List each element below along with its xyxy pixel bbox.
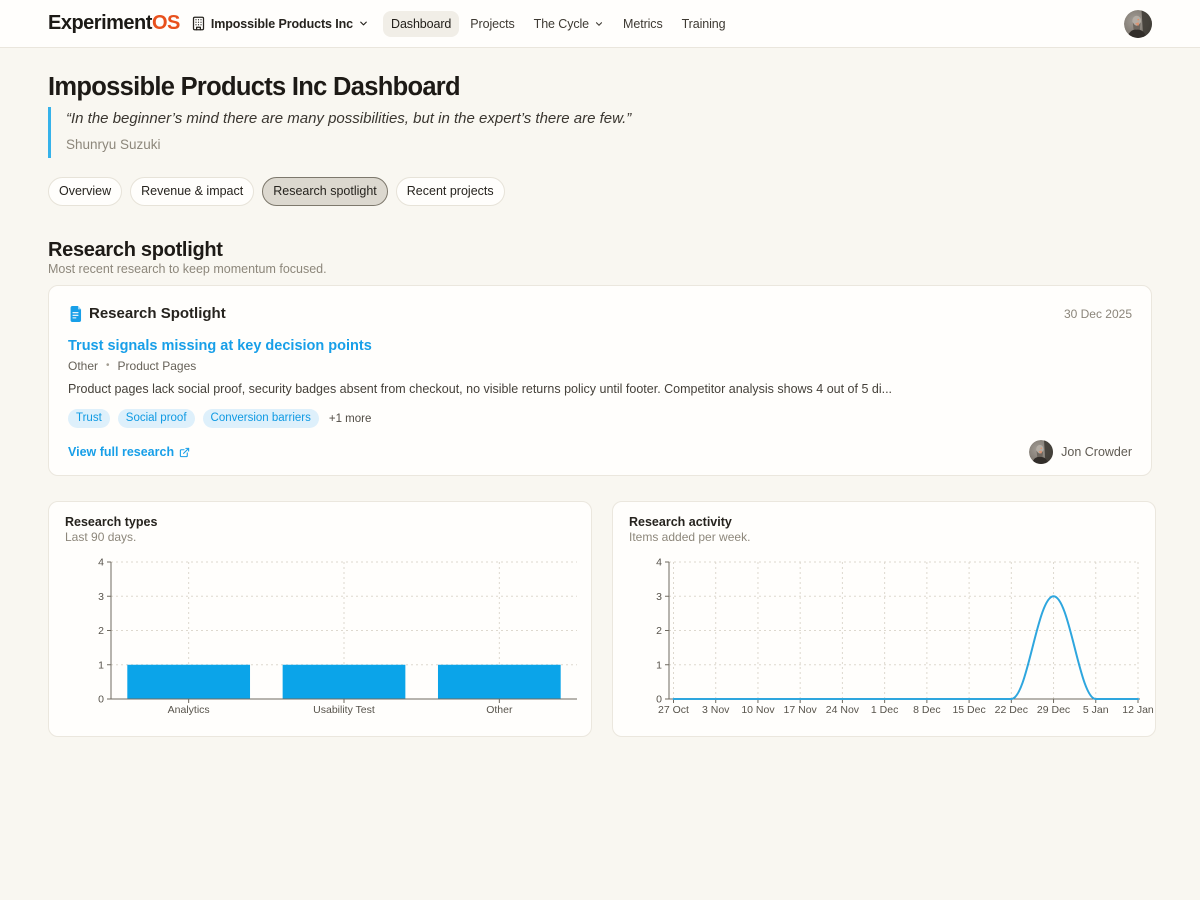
- nav-item-training[interactable]: Training: [674, 11, 734, 37]
- main-nav: Dashboard Projects The Cycle Metrics Trainin…: [383, 10, 734, 37]
- finding-description: Product pages lack social proof, securit…: [68, 382, 893, 396]
- section-header: Research spotlight Most recent research …: [48, 239, 1152, 276]
- nav-item-label: Projects: [470, 16, 515, 31]
- tab-pill-revenue-impact[interactable]: Revenue & impact: [130, 177, 255, 206]
- research-activity-chart-title: Research activity: [629, 515, 732, 529]
- x-axis-label: 17 Nov: [784, 704, 818, 716]
- spotlight-card-title: Research Spotlight: [89, 305, 226, 322]
- x-axis-label: 15 Dec: [952, 704, 985, 716]
- org-name: Impossible Products Inc: [210, 16, 354, 31]
- finding-source: Product Pages: [117, 359, 197, 373]
- quote-block: “In the beginner’s mind there are many p…: [48, 107, 1152, 158]
- view-full-research-link[interactable]: View full research: [68, 445, 190, 459]
- x-axis-label: 27 Oct: [658, 704, 689, 716]
- x-axis-label: 29 Dec: [1037, 704, 1070, 716]
- y-axis-label: 2: [656, 625, 662, 637]
- y-axis-label: 3: [656, 591, 662, 603]
- research-activity-chart-card: Research activity Items added per week. …: [612, 501, 1156, 737]
- research-types-bar-chart: Analytics Usability Test Other 0 1 2 3 4: [98, 557, 577, 716]
- y-axis-label: 4: [656, 557, 662, 569]
- nav-item-dashboard[interactable]: Dashboard: [383, 10, 460, 37]
- y-axis-label: 4: [98, 557, 104, 569]
- dashboard-page: Impossible Products Inc Dashboard “In th…: [0, 74, 1200, 737]
- user-avatar[interactable]: [1124, 9, 1152, 38]
- tag-pill: Social proof: [117, 409, 195, 428]
- avatar-photo: [1029, 440, 1054, 464]
- x-axis-label: Other: [486, 704, 513, 716]
- nav-item-the-cycle[interactable]: The Cycle: [526, 11, 612, 37]
- building-icon: [192, 16, 204, 31]
- external-link-icon: [179, 447, 190, 457]
- author-byline: Jon Crowder: [1029, 440, 1132, 464]
- y-axis-label: 1: [98, 659, 104, 671]
- meta-separator-dot: •: [106, 360, 110, 371]
- x-axis-label: 10 Nov: [741, 704, 775, 716]
- tag-pill: Trust: [68, 409, 110, 428]
- y-axis-label: 0: [98, 694, 104, 706]
- y-axis-label: 3: [98, 591, 104, 603]
- x-axis-label: Analytics: [168, 704, 210, 716]
- chevron-down-icon: [360, 21, 367, 26]
- charts-row: Research types Last 90 days. Analytics Us…: [48, 501, 1156, 737]
- spotlight-card-header: Research Spotlight 30 Dec 2025: [68, 306, 1132, 322]
- org-switcher[interactable]: Impossible Products Inc: [191, 16, 369, 31]
- research-types-chart-title: Research types: [65, 515, 158, 529]
- bar-other: [437, 664, 561, 699]
- more-tags-label: +1 more: [328, 412, 372, 425]
- section-tabs: Overview Revenue & impact Research spotlig…: [48, 177, 1152, 206]
- quote-text: “In the beginner’s mind there are many p…: [66, 110, 632, 127]
- finding-meta: Other • Product Pages: [68, 360, 1132, 372]
- x-axis-label: 24 Nov: [826, 704, 860, 716]
- y-axis-label: 2: [98, 625, 104, 637]
- y-axis-label: 0: [656, 694, 662, 706]
- avatar-photo: [1124, 9, 1152, 38]
- x-axis-label: Usability Test: [313, 704, 375, 716]
- app-logo-text: Experiment: [48, 12, 152, 34]
- x-axis-label: 3 Nov: [702, 704, 730, 716]
- nav-item-metrics[interactable]: Metrics: [615, 11, 671, 37]
- spotlight-date: 30 Dec 2025: [1063, 307, 1132, 321]
- chevron-down-icon: [595, 21, 603, 26]
- activity-line: [672, 595, 1139, 700]
- research-types-chart-card: Research types Last 90 days. Analytics Us…: [48, 501, 592, 737]
- x-axis-label: 8 Dec: [913, 704, 940, 716]
- file-text-icon: [70, 306, 82, 322]
- y-axis-label: 1: [656, 659, 662, 671]
- section-subtitle: Most recent research to keep momentum fo…: [48, 262, 327, 276]
- bar-analytics: [127, 664, 251, 699]
- tag-pill: Conversion barriers: [202, 409, 319, 428]
- finding-title-link[interactable]: Trust signals missing at key decision po…: [68, 338, 372, 354]
- x-axis-label: 1 Dec: [871, 704, 898, 716]
- nav-item-projects[interactable]: Projects: [462, 11, 522, 37]
- tab-pill-research-spotlight[interactable]: Research spotlight: [262, 177, 388, 206]
- nav-item-label: Dashboard: [391, 16, 452, 31]
- x-axis-label: 12 Jan: [1122, 704, 1154, 716]
- spotlight-card-footer: View full research Jon Crowder: [68, 440, 1132, 464]
- research-activity-line-chart: 27 Oct 3 Nov 10 Nov 17 Nov 24 Nov 1 Dec 8 Dec 1…: [656, 557, 1154, 717]
- x-axis-label: 5 Jan: [1083, 704, 1109, 716]
- tab-pill-recent-projects[interactable]: Recent projects: [395, 177, 505, 206]
- nav-item-label: Training: [681, 16, 726, 31]
- quote-attribution: Shunryu Suzuki: [66, 137, 161, 152]
- research-activity-chart-subtitle: Items added per week.: [629, 530, 751, 544]
- bar-usability-test: [282, 664, 406, 699]
- page-title: Impossible Products Inc Dashboard: [48, 73, 461, 101]
- author-name: Jon Crowder: [1061, 445, 1132, 459]
- nav-item-label: Metrics: [623, 16, 663, 31]
- section-title: Research spotlight: [48, 239, 223, 261]
- nav-item-label: The Cycle: [533, 16, 590, 31]
- app-logo-accent: OS: [151, 12, 180, 34]
- research-spotlight-card: Research Spotlight 30 Dec 2025 Trust sig…: [48, 285, 1152, 476]
- tag-row: Trust Social proof Conversion barriers +1 m…: [68, 409, 1132, 428]
- tab-pill-overview[interactable]: Overview: [48, 177, 123, 206]
- view-full-research-label: View full research: [68, 445, 175, 459]
- research-types-chart-subtitle: Last 90 days.: [65, 530, 137, 544]
- author-avatar: [1029, 440, 1054, 464]
- app-logo[interactable]: ExperimentOS: [48, 12, 180, 35]
- top-navigation-bar: ExperimentOS Impossible Products Inc Das…: [0, 0, 1200, 48]
- finding-type: Other: [68, 359, 99, 373]
- x-axis-label: 22 Dec: [995, 704, 1028, 716]
